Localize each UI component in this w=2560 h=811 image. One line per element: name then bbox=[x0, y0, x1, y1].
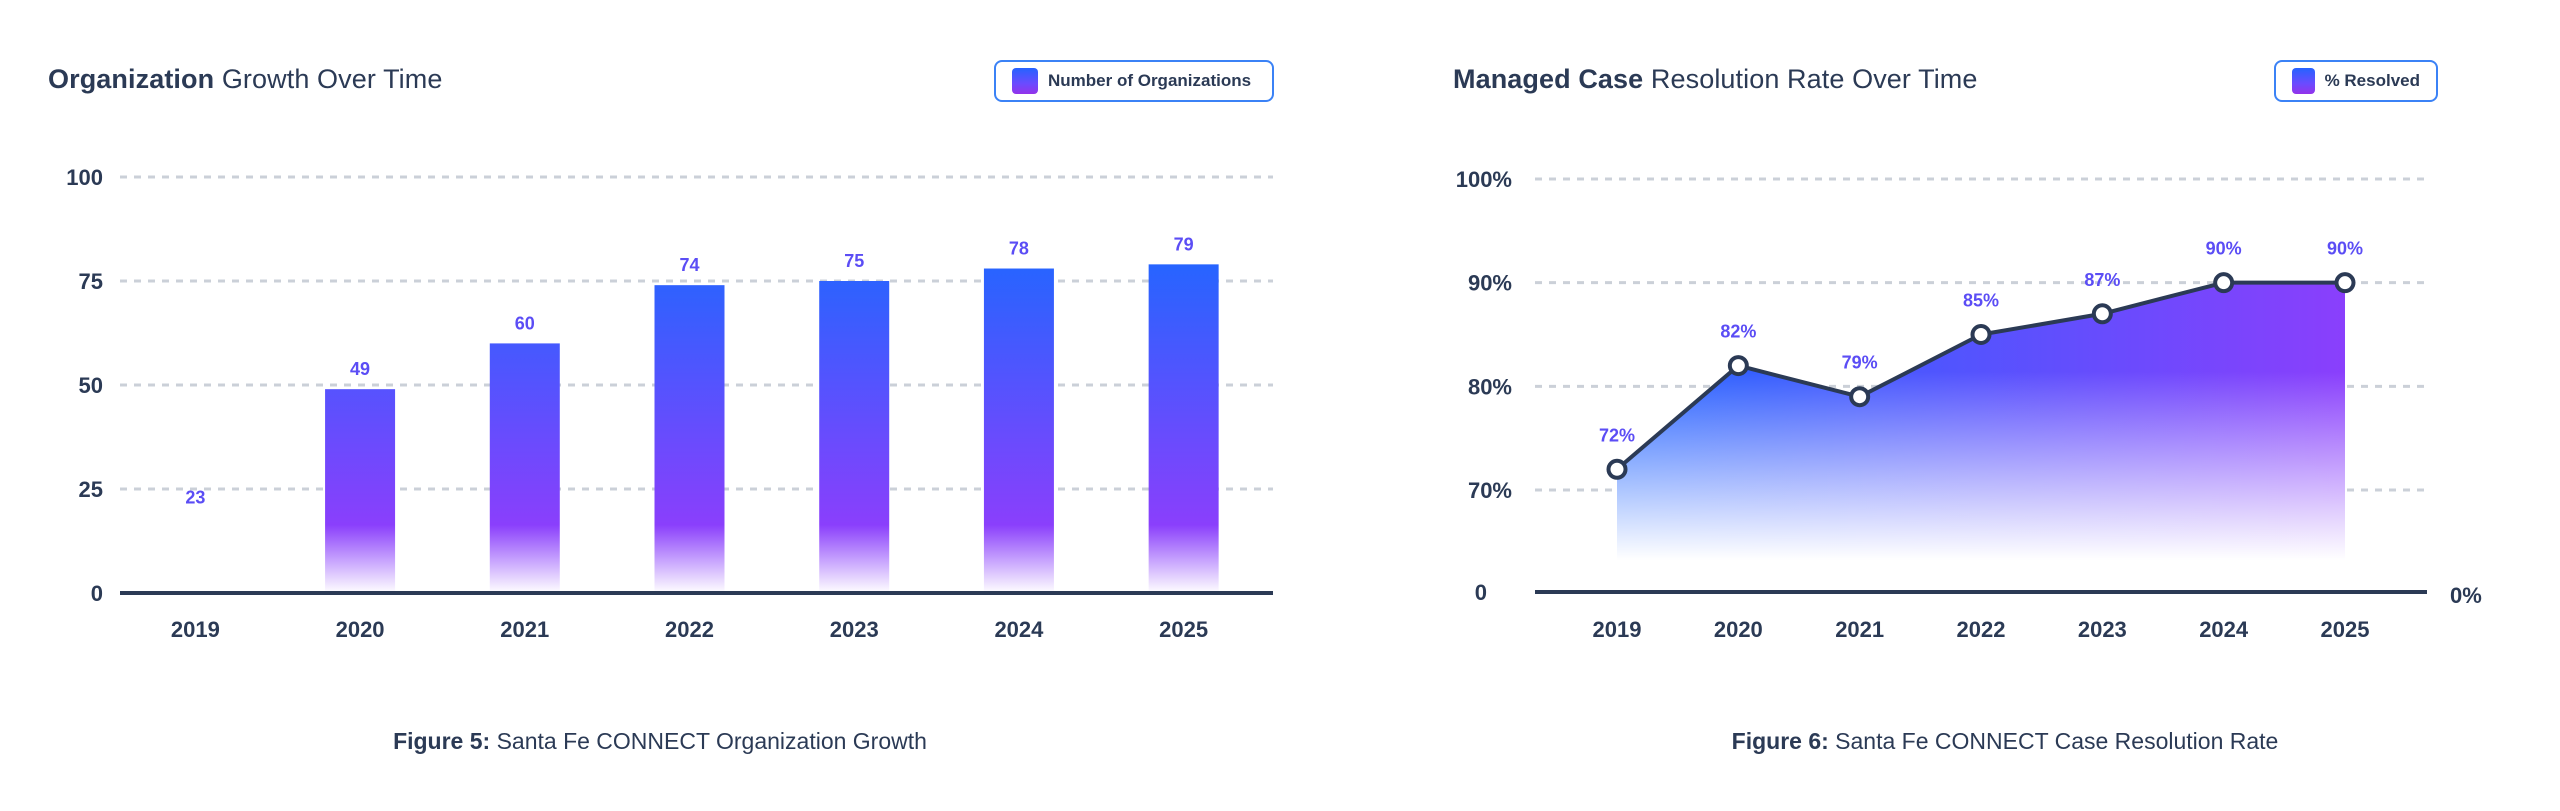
area-fade bbox=[1617, 282, 2345, 560]
x-tick-label: 2022 bbox=[1957, 617, 2006, 642]
data-label: 90% bbox=[2206, 239, 2242, 259]
caption-bold: Figure 5: bbox=[393, 728, 491, 754]
chart-title: Organization Growth Over Time bbox=[48, 64, 442, 95]
data-point bbox=[2213, 272, 2235, 294]
y-tick-label: 25 bbox=[79, 477, 103, 502]
data-label: 72% bbox=[1599, 425, 1635, 445]
x-tick-label: 2023 bbox=[2078, 617, 2127, 642]
data-label: 85% bbox=[1963, 291, 1999, 311]
x-tick-label: 2022 bbox=[665, 617, 714, 642]
data-label: 87% bbox=[2084, 270, 2120, 290]
data-label: 82% bbox=[1720, 322, 1756, 342]
y-tick-label: 50 bbox=[79, 373, 103, 398]
x-tick-label: 2020 bbox=[1714, 617, 1763, 642]
bar-chart: 0 25 50 75 100 23 2019 49 2020 60 2021 74 2022 75 2023… bbox=[66, 165, 1273, 642]
legend-swatch bbox=[1012, 68, 1038, 94]
bar bbox=[325, 389, 396, 591]
x-tick-label: 2020 bbox=[336, 617, 385, 642]
y-tick-label: 0 bbox=[91, 581, 103, 606]
data-point bbox=[2334, 272, 2356, 294]
data-label: 79% bbox=[1842, 353, 1878, 373]
chart-title-rest: Resolution Rate Over Time bbox=[1643, 64, 1978, 94]
bar bbox=[489, 343, 560, 591]
y-tick-label: 100 bbox=[66, 165, 103, 190]
data-point bbox=[1970, 324, 1992, 345]
data-point bbox=[1849, 386, 1871, 408]
x-tick-label: 2024 bbox=[994, 617, 1044, 642]
data-label: 74 bbox=[679, 255, 699, 275]
data-label: 90% bbox=[2327, 239, 2363, 259]
data-point bbox=[1727, 355, 1749, 377]
data-label: 78 bbox=[1009, 239, 1029, 259]
y-tick-label: 100% bbox=[1456, 167, 1512, 192]
data-label: 49 bbox=[350, 359, 370, 379]
x-tick-label: 2025 bbox=[2321, 617, 2370, 642]
y-tick-label: 80% bbox=[1468, 374, 1512, 399]
legend: % Resolved bbox=[2274, 60, 2438, 102]
area-chart: 0 70% 80% 90% 100% 72% 2019 82% 2020 79% 2021 85% 20… bbox=[1456, 167, 2482, 642]
data-label: 79 bbox=[1174, 234, 1194, 254]
data-label: 23 bbox=[185, 487, 205, 507]
chart-title-rest: Growth Over Time bbox=[214, 64, 443, 94]
y-tick-label: 70% bbox=[1468, 478, 1512, 503]
legend-swatch bbox=[2292, 68, 2315, 94]
y-tick-label: 0 bbox=[1475, 580, 1487, 605]
x-tick-label: 2025 bbox=[1159, 617, 1208, 642]
caption-rest: Santa Fe CONNECT Organization Growth bbox=[490, 728, 927, 754]
data-point bbox=[1606, 458, 1628, 480]
x-tick-label: 2021 bbox=[1835, 617, 1884, 642]
figure-caption: Figure 5: Santa Fe CONNECT Organization … bbox=[393, 728, 927, 755]
data-label: 75 bbox=[844, 251, 864, 271]
figure-caption: Figure 6: Santa Fe CONNECT Case Resoluti… bbox=[1732, 728, 2279, 755]
chart-title-bold: Organization bbox=[48, 64, 215, 94]
caption-bold: Figure 6: bbox=[1731, 728, 1829, 754]
legend: Number of Organizations bbox=[994, 60, 1274, 102]
y-tick-label: 90% bbox=[1468, 271, 1512, 296]
x-tick-label: 2019 bbox=[171, 617, 220, 642]
case-resolution-panel: Managed Case Resolution Rate Over Time %… bbox=[1440, 0, 2560, 811]
x-tick-label: 2021 bbox=[500, 617, 549, 642]
x-tick-label: 2024 bbox=[2199, 617, 2249, 642]
data-label: 60 bbox=[515, 313, 535, 333]
right-axis-label: 0% bbox=[2450, 583, 2482, 608]
bar bbox=[654, 285, 725, 591]
bar bbox=[983, 268, 1054, 591]
legend-label: % Resolved bbox=[2324, 71, 2420, 90]
caption-rest: Santa Fe CONNECT Case Resolution Rate bbox=[1828, 728, 2279, 754]
x-tick-label: 2019 bbox=[1593, 617, 1642, 642]
data-point bbox=[2091, 303, 2113, 325]
y-tick-label: 75 bbox=[79, 269, 103, 294]
chart-title-bold: Managed Case bbox=[1453, 64, 1644, 94]
bar bbox=[1148, 264, 1219, 591]
x-tick-label: 2023 bbox=[830, 617, 879, 642]
organization-growth-panel: Organization Growth Over Time Number of … bbox=[48, 60, 1274, 755]
legend-label: Number of Organizations bbox=[1048, 71, 1252, 90]
bar bbox=[819, 281, 890, 591]
chart-title: Managed Case Resolution Rate Over Time bbox=[1453, 64, 1978, 95]
